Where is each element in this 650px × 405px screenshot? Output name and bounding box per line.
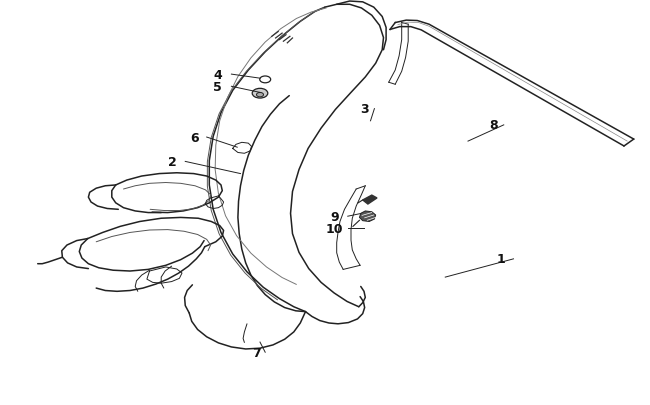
Polygon shape [363,196,377,205]
Text: 3: 3 [359,103,369,116]
Circle shape [257,93,263,98]
Circle shape [252,89,268,99]
Text: 4: 4 [213,68,222,81]
Text: 2: 2 [168,156,177,168]
Text: 9: 9 [330,210,339,223]
Polygon shape [359,211,376,222]
Text: 8: 8 [489,119,499,132]
Text: 10: 10 [326,222,343,235]
Text: 7: 7 [252,346,261,359]
Text: 5: 5 [213,81,222,94]
Text: 1: 1 [496,253,505,266]
Text: 6: 6 [190,131,200,144]
